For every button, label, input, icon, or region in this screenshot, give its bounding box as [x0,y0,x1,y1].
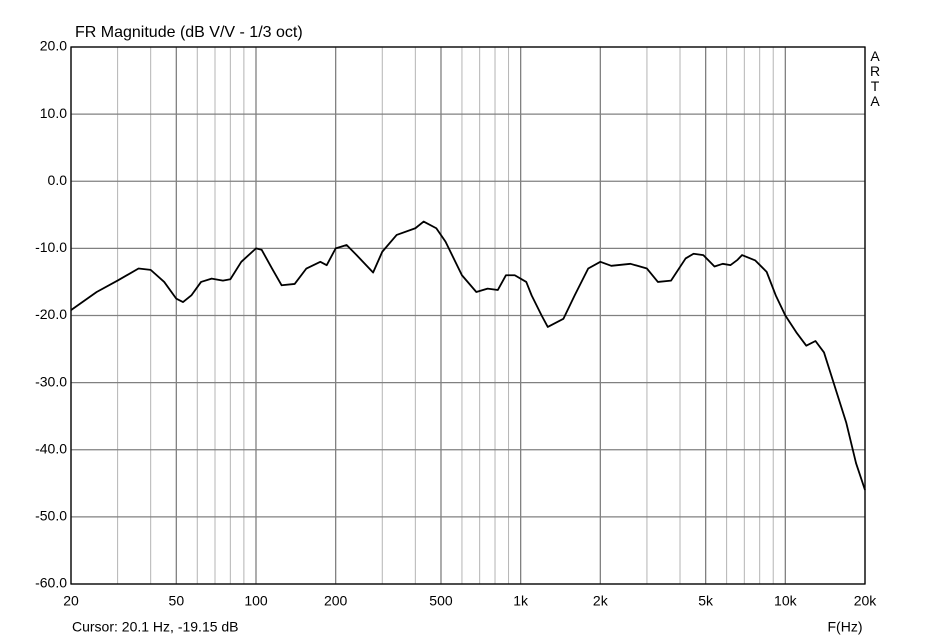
cursor-label: Cursor: 20.1 Hz, -19.15 dB [72,619,239,635]
x-tick-label: 20k [854,593,878,609]
x-tick-label: 1k [513,593,529,609]
x-tick-label: 20 [63,593,79,609]
y-tick-label: 0.0 [48,172,68,188]
y-tick-label: -30.0 [35,373,67,389]
x-tick-label: 100 [244,593,268,609]
curve [70,220,866,491]
x-tick-label: 500 [429,593,453,609]
y-tick-label: -40.0 [35,440,67,456]
y-tick-label: -60.0 [35,575,67,591]
x-tick-label: 200 [324,593,348,609]
x-tick-label: 5k [698,593,714,609]
y-tick-label: 20.0 [40,38,67,54]
x-axis-label: F(Hz) [828,619,863,635]
chart-title: FR Magnitude (dB V/V - 1/3 oct) [75,24,303,41]
x-tick-label: 10k [774,593,798,609]
y-tick-label: -20.0 [35,306,67,322]
y-tick-label: -50.0 [35,508,67,524]
y-tick-label: 10.0 [40,105,67,121]
x-tick-label: 50 [169,593,185,609]
plot-frame [70,46,866,585]
y-tick-label: -10.0 [35,239,67,255]
x-tick-label: 2k [593,593,609,609]
